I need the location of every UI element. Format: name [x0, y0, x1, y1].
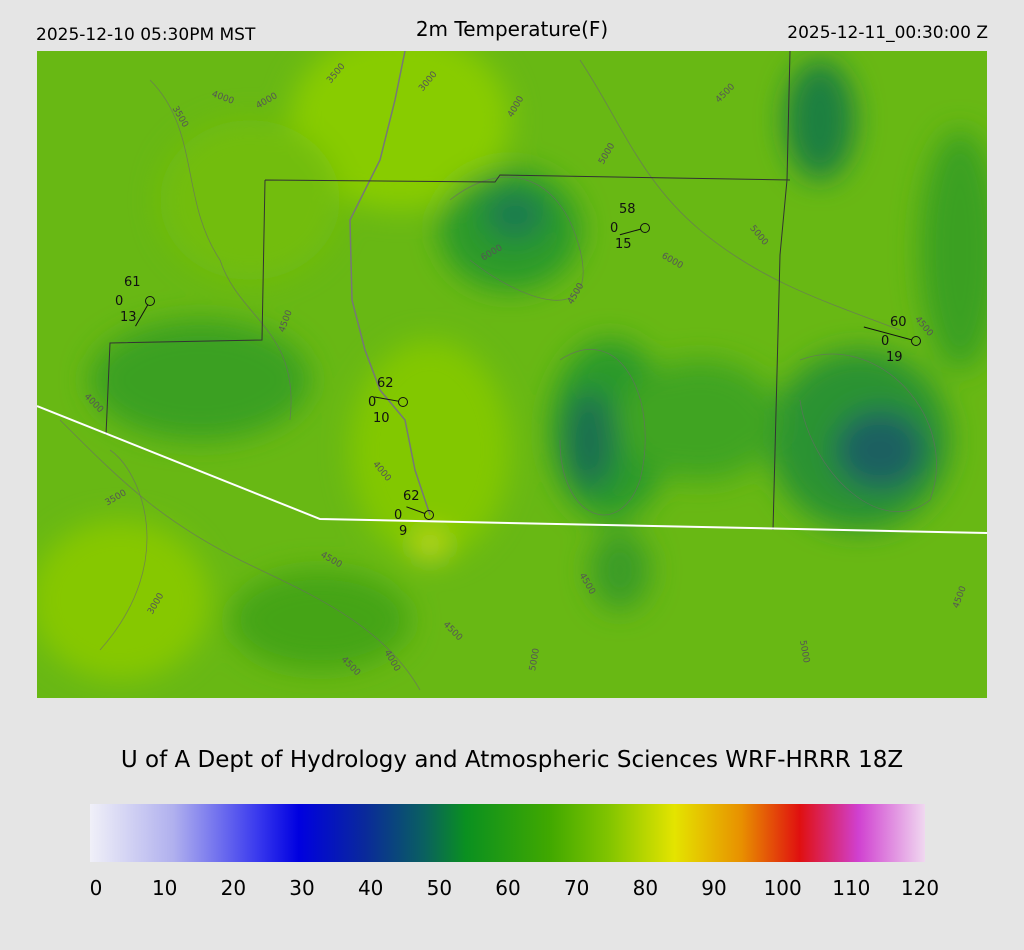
colorbar-tick-label: 10: [152, 876, 177, 900]
colorbar-tick-label: 30: [289, 876, 314, 900]
colorbar-tick-label: 100: [764, 876, 802, 900]
colorbar-tick-label: 80: [633, 876, 658, 900]
colorbar-tick-label: 90: [701, 876, 726, 900]
colorbar-tick-label: 40: [358, 876, 383, 900]
station-circle: [398, 397, 408, 407]
station-circle: [145, 296, 155, 306]
contour-label: 5000: [797, 640, 811, 665]
station-visibility: 0: [368, 395, 376, 410]
colorbar-tick-label: 50: [427, 876, 452, 900]
station-circle: [424, 510, 434, 520]
station-dewpoint: 13: [120, 310, 137, 325]
wind-barb: [863, 326, 913, 341]
colorbar-tick-label: 20: [221, 876, 246, 900]
station-circle: [640, 223, 650, 233]
station-dewpoint: 9: [399, 524, 407, 539]
wind-barb: [374, 396, 400, 402]
station-visibility: 0: [610, 221, 618, 236]
colorbar-tick-label: 60: [495, 876, 520, 900]
map: [37, 51, 987, 698]
utc-time: 2025-12-11_00:30:00 Z: [787, 23, 988, 43]
station-dewpoint: 19: [886, 350, 903, 365]
colorbar-tick-label: 0: [90, 876, 103, 900]
colorbar-ticks: 0 10 20 30 40 50 60 70 80 90 100 110 120: [90, 876, 939, 900]
wind-barb: [619, 228, 642, 236]
credit: U of A Dept of Hydrology and Atmospheric…: [121, 747, 903, 773]
station-temperature: 62: [403, 489, 420, 504]
station-temperature: 61: [124, 275, 141, 290]
station-temperature: 58: [619, 202, 636, 217]
contour-label: 5000: [528, 647, 542, 672]
station-temperature: 60: [890, 315, 907, 330]
station-temperature: 62: [377, 376, 394, 391]
colorbar-tick-label: 110: [832, 876, 870, 900]
station-dewpoint: 10: [373, 411, 390, 426]
station-visibility: 0: [115, 294, 123, 309]
station-dewpoint: 15: [615, 237, 632, 252]
wind-barb: [135, 304, 149, 327]
colorbar-tick-label: 120: [901, 876, 939, 900]
colorbar-tick-label: 70: [564, 876, 589, 900]
colorbar: [90, 804, 925, 862]
title: 2m Temperature(F): [416, 17, 608, 41]
wind-barb: [406, 506, 426, 515]
local-time: 2025-12-10 05:30PM MST: [36, 25, 256, 45]
station-visibility: 0: [881, 334, 889, 349]
station-visibility: 0: [394, 508, 402, 523]
station-circle: [911, 336, 921, 346]
